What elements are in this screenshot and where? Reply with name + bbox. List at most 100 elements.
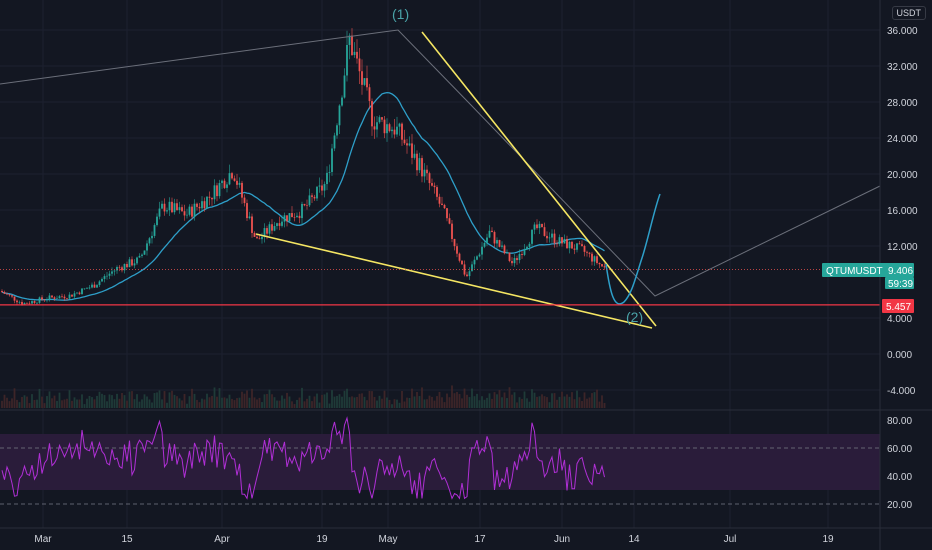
- candle-body: [536, 224, 538, 229]
- volume-bar: [338, 394, 341, 408]
- volume-bar: [353, 397, 356, 408]
- candle-body: [131, 259, 133, 266]
- volume-bar: [406, 397, 408, 408]
- volume-bar: [348, 397, 351, 408]
- volume-bar: [196, 399, 198, 408]
- candle-body: [453, 238, 456, 247]
- candle-body: [438, 196, 441, 204]
- volume-bar: [86, 398, 88, 408]
- volume-bar: [193, 393, 196, 408]
- candle-body: [543, 227, 546, 236]
- volume-bar: [213, 387, 216, 408]
- candle-body: [276, 223, 278, 227]
- volume-bar: [63, 399, 66, 408]
- candle-body: [573, 248, 576, 250]
- volume-bar: [486, 397, 488, 408]
- candle-body: [553, 233, 556, 244]
- candle-body: [256, 236, 258, 239]
- candle-body: [318, 185, 321, 187]
- volume-bar: [601, 395, 603, 408]
- candle-body: [296, 215, 298, 218]
- volume-bar: [283, 398, 286, 408]
- candle-body: [451, 223, 453, 239]
- candle-body: [461, 260, 463, 265]
- volume-bar: [18, 402, 21, 408]
- candle-body: [431, 183, 433, 186]
- candle-body: [196, 203, 198, 207]
- volume-bar: [321, 394, 323, 408]
- candle-body: [231, 173, 233, 179]
- candle-body: [63, 296, 66, 299]
- volume-bar: [568, 396, 571, 408]
- candle-body: [556, 243, 558, 245]
- volume-bar: [478, 400, 481, 408]
- volume-bar: [241, 391, 243, 408]
- volume-bar: [498, 390, 501, 408]
- volume-bar: [131, 391, 133, 408]
- candle-body: [43, 299, 46, 301]
- volume-bar: [316, 393, 318, 408]
- volume-bar: [256, 399, 258, 408]
- volume-bar: [138, 401, 141, 408]
- price-tick: 28.000: [887, 98, 918, 109]
- volume-bar: [41, 396, 43, 408]
- support-price: 5.457: [886, 302, 911, 313]
- volume-bar: [176, 396, 178, 408]
- candle-body: [533, 224, 536, 230]
- candle-body: [208, 196, 211, 198]
- candle-body: [541, 223, 543, 228]
- candle-body: [148, 238, 151, 244]
- candle-body: [28, 303, 31, 305]
- volume-bar: [263, 394, 266, 408]
- currency-button[interactable]: USDT: [891, 6, 926, 20]
- candle-body: [116, 267, 118, 271]
- candle-body: [136, 257, 138, 264]
- time-axis-ticks: Mar 15 Apr 19 May 17 Jun 14 Jul 19: [34, 534, 834, 545]
- volume-bar: [298, 397, 301, 408]
- volume-bar: [178, 398, 181, 408]
- volume-bar: [198, 402, 201, 408]
- candle-body: [443, 204, 446, 209]
- volume-bar: [278, 400, 281, 408]
- volume-bar: [326, 392, 328, 408]
- volume-bar: [266, 393, 268, 408]
- rsi-tick: 80.00: [887, 416, 912, 427]
- candle-body: [441, 203, 443, 205]
- candle-body: [181, 207, 183, 212]
- volume-bar: [88, 395, 91, 408]
- candle-body: [121, 267, 123, 271]
- candle-body: [203, 201, 206, 209]
- volume-bar: [236, 398, 238, 408]
- candle-body: [268, 224, 271, 234]
- volume-bar: [546, 397, 548, 408]
- volume-bar: [318, 402, 321, 408]
- volume-bar: [303, 401, 306, 408]
- price-tick: 36.000: [887, 26, 918, 37]
- volume-bar: [391, 404, 393, 408]
- candle-body: [171, 201, 173, 213]
- volume-bar: [488, 393, 491, 408]
- volume-bar: [466, 394, 468, 408]
- candle-body: [428, 173, 431, 184]
- candle-body: [341, 97, 343, 106]
- candle-body: [478, 254, 481, 257]
- time-tick: 14: [628, 534, 640, 545]
- candle-body: [396, 126, 398, 135]
- candle-body: [381, 117, 383, 120]
- candle-body: [408, 143, 411, 146]
- candle-body: [281, 221, 283, 226]
- candle-body: [323, 184, 326, 191]
- volume-bar: [51, 398, 53, 408]
- volume-bar: [248, 397, 251, 408]
- candle-body: [356, 51, 358, 59]
- candle-body: [578, 243, 581, 245]
- candle-body: [426, 169, 428, 174]
- volume-bar: [571, 392, 573, 408]
- volume-bar: [186, 403, 188, 408]
- candle-body: [378, 117, 381, 123]
- time-tick: 17: [474, 534, 486, 545]
- volume-bar: [356, 396, 358, 408]
- candle-body: [418, 158, 421, 171]
- candle-body: [76, 292, 78, 294]
